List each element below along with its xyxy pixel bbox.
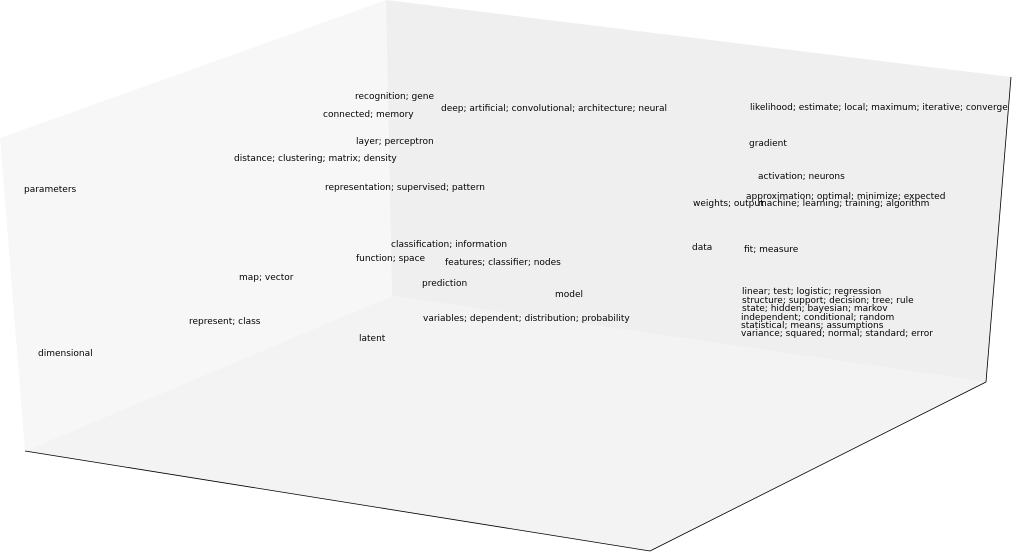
point-label: dimensional <box>38 349 93 359</box>
point-label: structure; support; decision; tree; rule <box>742 296 914 306</box>
pane-back <box>386 0 1011 382</box>
point-label: prediction <box>422 279 467 289</box>
point-label: variables; dependent; distribution; prob… <box>423 314 630 324</box>
point-label: classification; information <box>391 240 507 250</box>
chart-point-labels: recognition; gene deep; artificial; convo… <box>24 92 1008 359</box>
point-label: state; hidden; bayesian; markov <box>742 304 888 314</box>
point-label: variance; squared; normal; standard; err… <box>741 329 933 339</box>
point-label: represent; class <box>189 317 261 327</box>
point-label: deep; artificial; convolutional; archite… <box>441 104 667 114</box>
point-label: data <box>692 243 712 253</box>
point-label: likelihood; estimate; local; maximum; it… <box>750 103 1008 113</box>
point-label: approximation; optimal; minimize; expect… <box>746 192 945 202</box>
pane-floor <box>25 296 986 551</box>
point-label: weights; output <box>693 199 764 209</box>
point-label: distance; clustering; matrix; density <box>234 154 397 164</box>
point-label: connected; memory <box>323 110 414 120</box>
point-label: latent <box>359 334 386 344</box>
pane-left <box>0 0 392 451</box>
point-label: linear; test; logistic; regression <box>742 287 881 297</box>
point-label: parameters <box>24 185 77 195</box>
point-label: map; vector <box>239 273 294 283</box>
point-label: layer; perceptron <box>356 137 434 147</box>
point-label: model <box>555 290 583 300</box>
point-label: independent; conditional; random <box>741 313 894 323</box>
point-label: fit; measure <box>744 245 799 255</box>
point-label: activation; neurons <box>758 172 845 182</box>
axis-edge-right <box>985 76 1012 383</box>
point-label: representation; supervised; pattern <box>325 183 485 193</box>
point-label: recognition; gene <box>355 92 434 102</box>
axis-edge-front-left <box>24 450 651 552</box>
point-label: function; space <box>356 254 426 264</box>
chart-panes <box>0 0 1011 551</box>
point-label: machine; learning; training; algorithm <box>758 199 929 209</box>
axis-edge-front-right <box>649 381 987 552</box>
point-label: gradient <box>749 139 787 149</box>
chart-axis-edges <box>24 76 1012 552</box>
point-label: statistical; means; assumptions <box>741 321 884 331</box>
point-label: features; classifier; nodes <box>445 258 561 268</box>
